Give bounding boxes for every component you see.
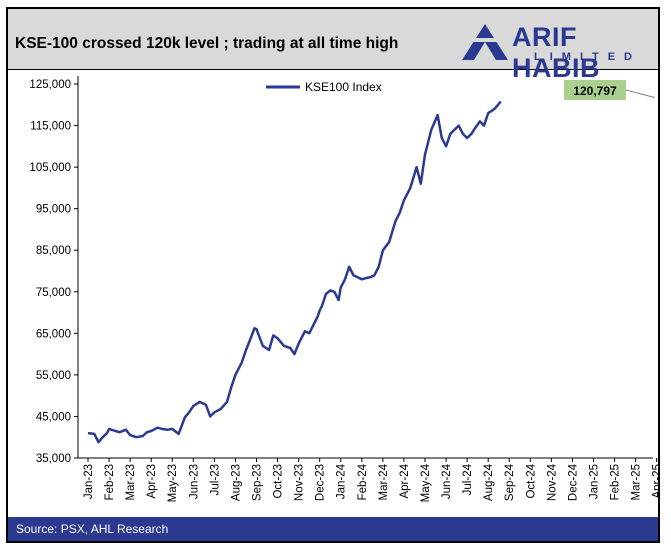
y-tick-label: 55,000 [36,370,71,382]
x-tick-label: Jun-24 [441,463,453,499]
x-tick-label: Mar-25 [631,464,643,500]
x-tick-label: Jul-24 [462,463,474,495]
chart-title: KSE-100 crossed 120k level ; trading at … [15,35,399,52]
y-tick-label: 35,000 [36,453,71,465]
x-tick-label: Jun-23 [188,464,200,499]
x-tick-label: Oct-23 [273,464,285,499]
arif-habib-logo: ARIF HABIB LIMITED [460,21,656,83]
x-tick-label: Aug-23 [230,464,242,501]
x-tick-label: Jan-25 [588,464,600,499]
logo-subtitle: LIMITED [534,51,641,63]
annotation-leader [625,89,655,98]
series-line-kse100 [87,100,502,444]
x-tick-label: Nov-23 [294,464,306,501]
x-tick-label: Sep-23 [251,464,263,501]
annotation-label: 120,797 [573,84,617,98]
x-tick-label: Sep-24 [504,463,516,501]
y-tick-label: 75,000 [36,287,71,299]
y-tick-label: 95,000 [36,204,71,216]
x-tick-label: Apr-25 [652,464,658,499]
x-tick-label: Jan-24 [336,463,348,499]
y-tick-label: 105,000 [29,162,71,174]
x-tick-label: Nov-24 [546,463,558,501]
x-tick-label: Feb-23 [104,464,116,500]
y-tick-label: 85,000 [36,245,71,257]
x-tick-label: Mar-23 [125,464,137,500]
x-tick-label: May-23 [167,464,179,502]
y-tick-label: 115,000 [30,121,71,133]
chart-header: KSE-100 crossed 120k level ; trading at … [8,9,658,83]
source-footer: Source: PSX, AHL Research [8,517,658,541]
y-tick-label: 45,000 [36,411,71,423]
x-tick-label: May-24 [420,463,432,502]
annotation-box [564,80,626,100]
arif-habib-logo-icon [462,24,508,60]
x-tick-label: Feb-24 [357,463,369,500]
chart-plot: 35,000 45,000 55,000 65,000 75,000 85,000 95,0… [29,76,658,502]
x-tick-label: Mar-24 [378,463,390,500]
x-tick-label: Apr-24 [399,463,411,498]
x-tick-label: Aug-24 [483,463,495,501]
legend-label: KSE100 Index [305,80,382,94]
x-tick-label: Jan-23 [83,464,95,499]
x-tick-label: Dec-23 [315,464,327,501]
logo-name: ARIF HABIB [512,22,600,83]
x-tick-label: Apr-23 [146,464,158,499]
x-tick-label: Feb-25 [610,464,622,500]
chart-frame: KSE-100 crossed 120k level ; trading at … [6,7,660,543]
y-tick-label: 125,000 [29,79,71,91]
x-tick-label: Oct-24 [525,463,537,498]
x-tick-label: Dec-24 [567,463,579,501]
x-tick-label: Jul-23 [209,464,221,495]
y-tick-label: 65,000 [36,328,71,340]
